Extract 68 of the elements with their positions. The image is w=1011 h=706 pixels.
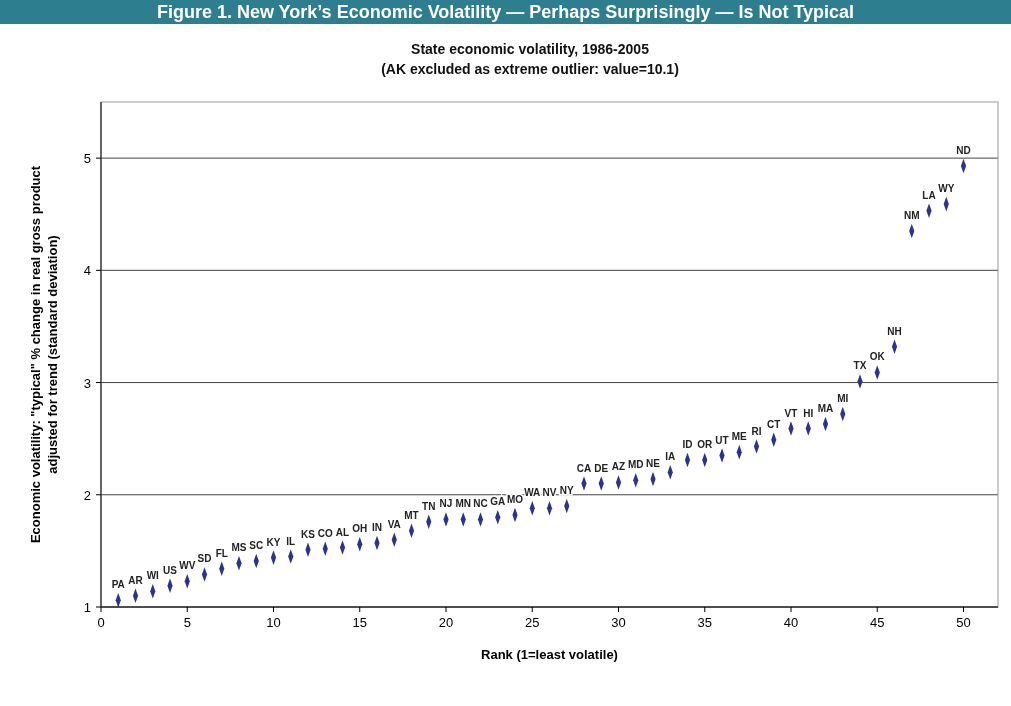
y-tick-label: 4 [83,263,91,279]
annotation: CA [576,462,592,474]
annotation: AL [335,526,350,538]
chart-title: Figure 1. New York’s Economic Volatility — Perhaps Surprisingly — Is Not Typical [156,2,855,22]
y-tick-label: 3 [83,375,91,391]
annotation: ID [682,438,693,450]
annotation: ND [956,144,971,156]
annotation: WI [146,570,160,582]
annotation: MA [817,403,834,415]
x-tick-label: 0 [97,615,105,630]
annotation: RI [751,425,762,437]
annotation: UT [715,434,729,446]
chart-subtitle: State economic volatility, 1986-2005 (AK excluded as extreme outlier: value=10.1) [381,41,679,77]
annotation: MS [231,542,247,554]
annotation: MI [837,392,849,404]
x-tick-label: 25 [525,615,540,630]
y-tick-label: 5 [83,151,91,167]
annotation: MN [455,498,472,510]
annotation: AZ [611,461,626,473]
annotation: TX [853,360,867,372]
annotation: OR [697,438,714,450]
annotation: WY [938,183,955,195]
x-tick-label: 40 [783,615,799,630]
annotation: IN [372,522,382,534]
annotation: US [163,564,178,576]
x-axis-title: Rank (1=least volatile) [481,647,618,662]
annotation: IL [286,535,296,547]
y-axis-title: Economic volatility: "typical" % change in real gross product adjusted for trend (standard deviation) [28,165,60,544]
annotation: IA [665,451,676,463]
annotation: GA [490,496,506,508]
x-tick-label: 45 [870,615,885,630]
annotation: PA [111,579,125,591]
annotation: ME [731,431,748,443]
annotation: VA [387,518,401,530]
annotation: OH [352,523,368,535]
annotation: KY [266,536,281,548]
annotation: HI [803,407,814,419]
x-tick-label: 50 [956,615,971,630]
annotation: KS [301,528,316,540]
annotation: AR [128,574,144,586]
annotation: MD [627,459,644,471]
x-tick-label: 15 [352,615,367,630]
x-tick-label: 20 [438,615,454,630]
x-tick-label: 5 [183,615,191,630]
annotation: WV [179,560,196,572]
annotation: VT [784,407,798,419]
annotation: NE [646,458,661,470]
annotation: LA [922,189,936,201]
annotation: SC [249,539,264,551]
annotation: OK [869,351,886,363]
annotation: NJ [439,498,453,510]
annotation: NM [903,210,920,222]
annotation: SD [197,553,212,565]
annotation: NY [559,485,575,496]
annotation: TN [422,500,436,512]
annotation: NH [887,325,902,337]
annotation: MO [506,493,524,505]
x-tick-label: 30 [611,615,626,630]
y-tick-label: 2 [83,487,91,503]
annotation: NC [473,498,488,510]
annotation: FL [215,547,228,559]
annotation: MT [404,509,419,521]
x-tick-label: 35 [697,615,712,630]
annotation: DE [594,462,609,474]
annotation: CO [317,527,333,539]
x-tick-label: 10 [266,615,281,630]
annotation: CT [767,418,781,430]
y-tick-label: 1 [83,600,91,615]
